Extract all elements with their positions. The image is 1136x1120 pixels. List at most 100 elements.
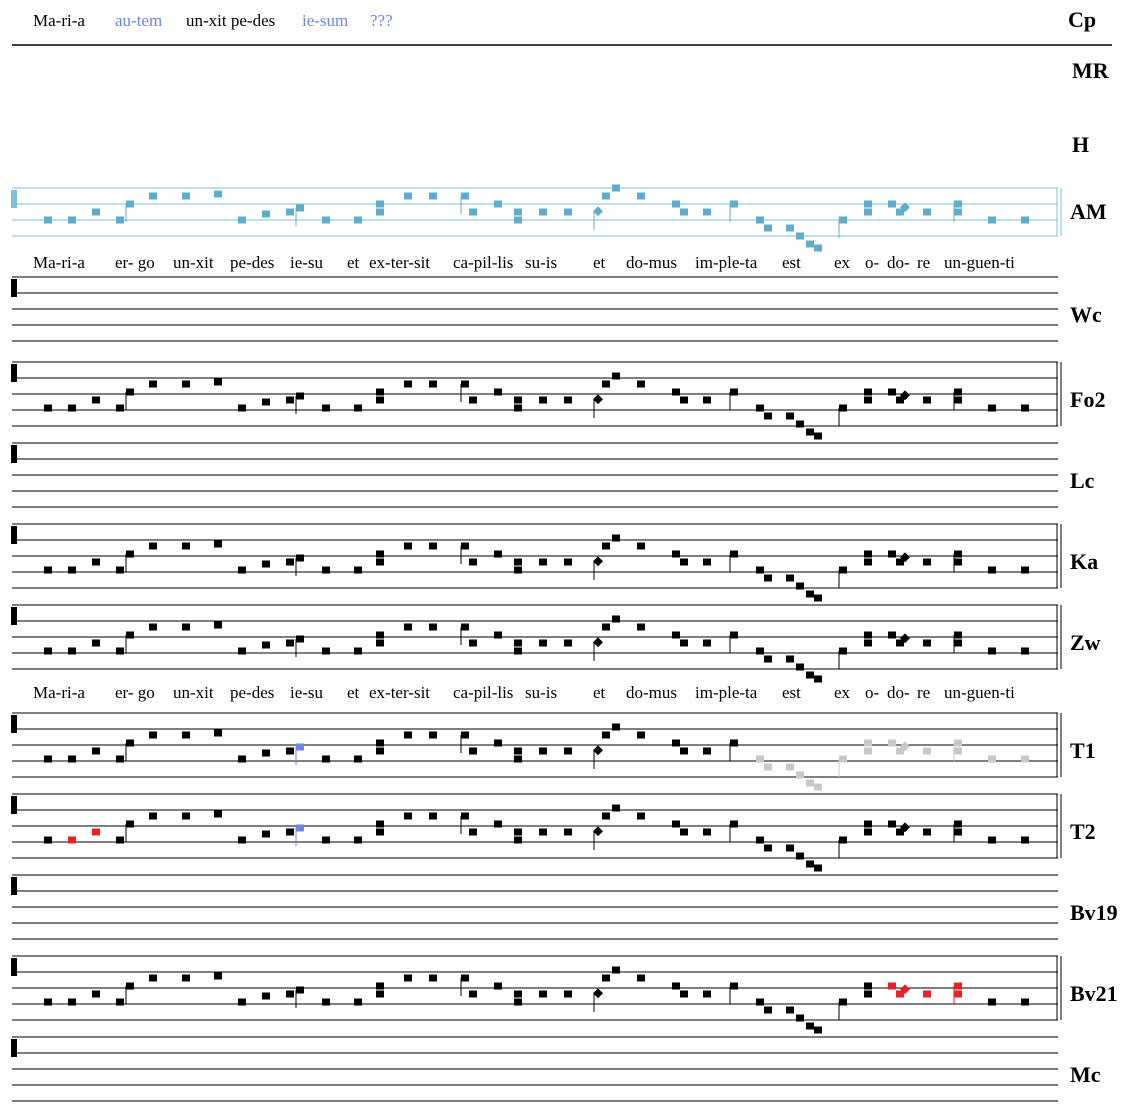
neume xyxy=(564,747,572,755)
lyric: do- xyxy=(887,683,910,702)
neume xyxy=(92,990,100,998)
neume xyxy=(376,639,384,647)
neume xyxy=(1021,216,1029,224)
neume xyxy=(756,836,764,844)
neume xyxy=(494,388,502,396)
neume xyxy=(404,380,412,388)
neume xyxy=(214,190,222,198)
neume xyxy=(126,388,134,396)
neume xyxy=(730,820,738,828)
neume xyxy=(182,623,190,631)
neume xyxy=(404,623,412,631)
neume xyxy=(286,558,294,566)
neume xyxy=(1021,404,1029,412)
neume xyxy=(730,388,738,396)
neume xyxy=(44,836,52,844)
neume xyxy=(764,574,772,582)
neume xyxy=(354,836,362,844)
neume xyxy=(376,396,384,404)
neume xyxy=(730,200,738,208)
neume xyxy=(296,554,304,562)
neume xyxy=(286,396,294,404)
neume xyxy=(238,755,246,763)
lyric: im-ple-ta xyxy=(695,683,758,702)
neume xyxy=(514,747,522,755)
neume xyxy=(703,747,711,755)
neume xyxy=(469,828,477,836)
neume xyxy=(602,974,610,982)
neume xyxy=(149,542,157,550)
neume xyxy=(44,216,52,224)
neume xyxy=(182,812,190,820)
siglum: T1 xyxy=(1070,738,1096,763)
neume xyxy=(514,208,522,216)
neume xyxy=(514,396,522,404)
neume xyxy=(68,755,76,763)
neume xyxy=(988,566,996,574)
neume xyxy=(429,623,437,631)
neume xyxy=(514,216,522,224)
neume xyxy=(756,216,764,224)
lyric: re xyxy=(917,683,930,702)
neume xyxy=(182,542,190,550)
lyric: ie-su xyxy=(290,683,324,702)
neume xyxy=(954,388,962,396)
neume xyxy=(539,747,547,755)
neume xyxy=(376,200,384,208)
neume xyxy=(637,192,645,200)
neume xyxy=(637,380,645,388)
clef xyxy=(11,526,17,544)
neume xyxy=(756,998,764,1006)
lyric: do-mus xyxy=(626,683,677,702)
clef xyxy=(11,958,17,976)
neume xyxy=(730,982,738,990)
neume xyxy=(680,747,688,755)
neume xyxy=(238,998,246,1006)
neume xyxy=(92,747,100,755)
neume xyxy=(756,566,764,574)
neume xyxy=(864,558,872,566)
neume-rhombus xyxy=(593,206,603,217)
neume-rhombus xyxy=(593,988,603,999)
neume xyxy=(214,729,222,737)
neume xyxy=(429,542,437,550)
neume xyxy=(296,392,304,400)
lyric: ca-pil-lis xyxy=(453,683,513,702)
neume xyxy=(988,755,996,763)
neume xyxy=(888,631,896,639)
siglum: AM xyxy=(1070,199,1107,224)
neume xyxy=(539,396,547,404)
neume xyxy=(814,864,822,872)
neume xyxy=(764,844,772,852)
neume xyxy=(602,731,610,739)
neume xyxy=(262,830,270,838)
neume xyxy=(839,566,847,574)
neume xyxy=(1021,998,1029,1006)
lyric: ex xyxy=(834,683,851,702)
neume xyxy=(461,974,469,982)
neume xyxy=(296,986,304,994)
neume xyxy=(149,192,157,200)
header-syllable: un-xit pe-des xyxy=(186,11,275,30)
neume xyxy=(564,208,572,216)
neume xyxy=(864,639,872,647)
neume xyxy=(672,739,680,747)
neume xyxy=(814,675,822,683)
neume xyxy=(864,550,872,558)
neume xyxy=(756,647,764,655)
neume xyxy=(514,566,522,574)
neume xyxy=(92,208,100,216)
neume xyxy=(796,771,804,779)
neume xyxy=(126,200,134,208)
neume xyxy=(182,192,190,200)
neume xyxy=(786,763,794,771)
lyric: ie-su xyxy=(290,253,324,272)
clef xyxy=(11,796,17,814)
neume xyxy=(954,747,962,755)
neume xyxy=(672,388,680,396)
neume xyxy=(238,566,246,574)
neume xyxy=(954,631,962,639)
neume xyxy=(461,192,469,200)
neume xyxy=(514,755,522,763)
